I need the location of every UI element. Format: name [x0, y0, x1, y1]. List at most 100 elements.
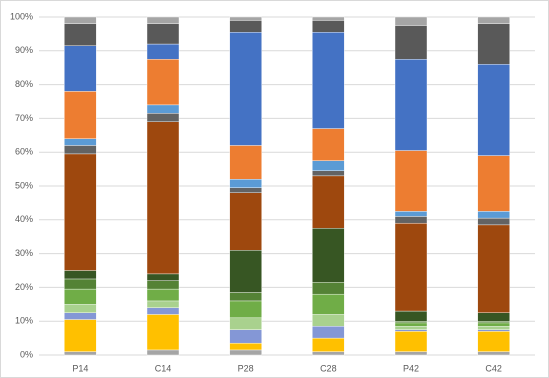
bar-segment: [229, 20, 262, 33]
bar-segment: [394, 351, 428, 356]
y-tick-label: 60%: [15, 147, 33, 157]
bar-segment: [477, 329, 510, 332]
bar-segment: [146, 104, 180, 114]
bar-segment: [394, 331, 428, 352]
y-tick-label: 90%: [15, 45, 33, 55]
bar-segment: [64, 138, 97, 146]
bar-segment: [229, 32, 262, 146]
bar-segment: [477, 322, 510, 327]
bar-segment: [394, 150, 428, 212]
bar-segment: [146, 273, 180, 281]
bar-segment: [229, 250, 262, 293]
bar-segment: [146, 121, 180, 275]
bar-segment: [146, 16, 180, 24]
bar-segment: [64, 312, 97, 320]
bar-segment: [146, 349, 180, 356]
bar-segment: [229, 349, 262, 356]
bar-segment: [477, 351, 510, 356]
bar-segment: [477, 16, 510, 24]
bar-segment: [477, 321, 510, 324]
bar-segment: [229, 179, 262, 188]
bar-segment: [312, 170, 345, 177]
bar-segment: [394, 329, 428, 332]
bar-segment: [146, 59, 180, 106]
bar-segment: [394, 16, 428, 26]
x-tick-label: P14: [72, 363, 88, 373]
bar-segment: [477, 326, 510, 330]
bar-segment: [146, 113, 180, 122]
bar-segment: [229, 300, 262, 319]
y-tick-label: 10%: [15, 316, 33, 326]
bar-segment: [229, 187, 262, 193]
y-tick-label: 70%: [15, 113, 33, 123]
bar-segment: [477, 211, 510, 219]
bar-segment: [64, 145, 97, 155]
y-tick-label: 50%: [15, 180, 33, 190]
bar-segment: [312, 337, 345, 352]
y-tick-label: 80%: [15, 79, 33, 89]
bar-segment: [312, 175, 345, 229]
bar-segment: [64, 45, 97, 92]
bar-segment: [477, 155, 510, 212]
bar-segment: [312, 128, 345, 161]
bar-segment: [229, 145, 262, 180]
bar-segment: [312, 293, 345, 315]
bar-segment: [146, 300, 180, 308]
bar-segment: [312, 16, 345, 21]
bar-segment: [477, 312, 510, 322]
bar-segment: [64, 288, 97, 305]
bar-segment: [229, 329, 262, 344]
y-tick-label: 40%: [15, 214, 33, 224]
bar-segment: [477, 331, 510, 352]
bar-segment: [312, 20, 345, 33]
bar-segment: [146, 280, 180, 290]
x-tick-label: P28: [238, 363, 254, 373]
bar-segment: [394, 216, 428, 224]
bar-segment: [64, 270, 97, 280]
y-tick-label: 100%: [10, 11, 33, 21]
bar-segment: [146, 43, 180, 60]
bar-segment: [146, 288, 180, 302]
bar-segment: [64, 319, 97, 352]
bar-segment: [229, 317, 262, 330]
y-tick-label: 20%: [15, 282, 33, 292]
bar-segment: [312, 351, 345, 356]
bar-segment: [312, 326, 345, 339]
bar-segment: [64, 23, 97, 46]
bar-segment: [229, 342, 262, 351]
bar-segment: [394, 321, 428, 324]
bar-segment: [64, 16, 97, 24]
y-tick-label: 0%: [20, 349, 33, 359]
bar-segment: [394, 222, 428, 312]
bar-segment: [64, 153, 97, 271]
x-tick-label: C42: [485, 363, 502, 373]
bar-segment: [229, 292, 262, 302]
bar-segment: [64, 304, 97, 313]
bar-segment: [477, 217, 510, 226]
bar-segment: [477, 64, 510, 156]
bar-segment: [394, 322, 428, 327]
bar-segment: [477, 224, 510, 313]
bar-segment: [146, 23, 180, 45]
y-tick-label: 30%: [15, 248, 33, 258]
bar-segment: [146, 307, 180, 315]
bar-segment: [229, 16, 262, 21]
bar-segment: [312, 282, 345, 295]
bar-segment: [394, 25, 428, 60]
x-tick-label: C14: [155, 363, 172, 373]
bar-segment: [312, 314, 345, 327]
bar-segment: [477, 23, 510, 65]
bar-segment: [312, 160, 345, 171]
bar-segment: [146, 314, 180, 351]
x-tick-label: C28: [320, 363, 337, 373]
bar-segment: [394, 211, 428, 217]
bar-segment: [312, 32, 345, 129]
x-tick-label: P42: [403, 363, 419, 373]
bar-segment: [229, 192, 262, 251]
bar-segment: [394, 326, 428, 330]
bar-segment: [64, 91, 97, 139]
bar-segment: [64, 278, 97, 290]
bar-segment: [312, 228, 345, 283]
bar-segment: [64, 351, 97, 356]
